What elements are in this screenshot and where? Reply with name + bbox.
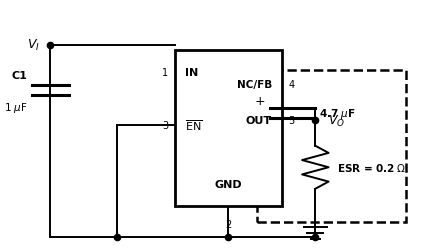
Text: ESR = 0.2 $\Omega$: ESR = 0.2 $\Omega$ bbox=[337, 162, 406, 174]
Text: 2: 2 bbox=[225, 219, 232, 229]
Text: $\overline{\mathrm{EN}}$: $\overline{\mathrm{EN}}$ bbox=[185, 118, 202, 133]
Bar bbox=[257, 71, 406, 222]
Text: C1: C1 bbox=[12, 71, 28, 81]
Text: NC/FB: NC/FB bbox=[237, 80, 272, 90]
Text: 4: 4 bbox=[288, 80, 295, 90]
Text: $V_I$: $V_I$ bbox=[27, 38, 40, 53]
Text: 1 $\mu$F: 1 $\mu$F bbox=[4, 101, 28, 115]
Text: 3: 3 bbox=[162, 120, 168, 130]
Text: 5: 5 bbox=[288, 116, 295, 126]
Text: GND: GND bbox=[215, 179, 242, 189]
Text: 4.7 $\mu$F: 4.7 $\mu$F bbox=[319, 106, 356, 120]
Text: $V_O$: $V_O$ bbox=[328, 113, 345, 128]
Text: OUT: OUT bbox=[246, 116, 272, 126]
Text: IN: IN bbox=[185, 67, 198, 77]
Bar bbox=[175, 50, 282, 207]
Text: +: + bbox=[255, 94, 266, 107]
Text: 1: 1 bbox=[162, 67, 168, 77]
